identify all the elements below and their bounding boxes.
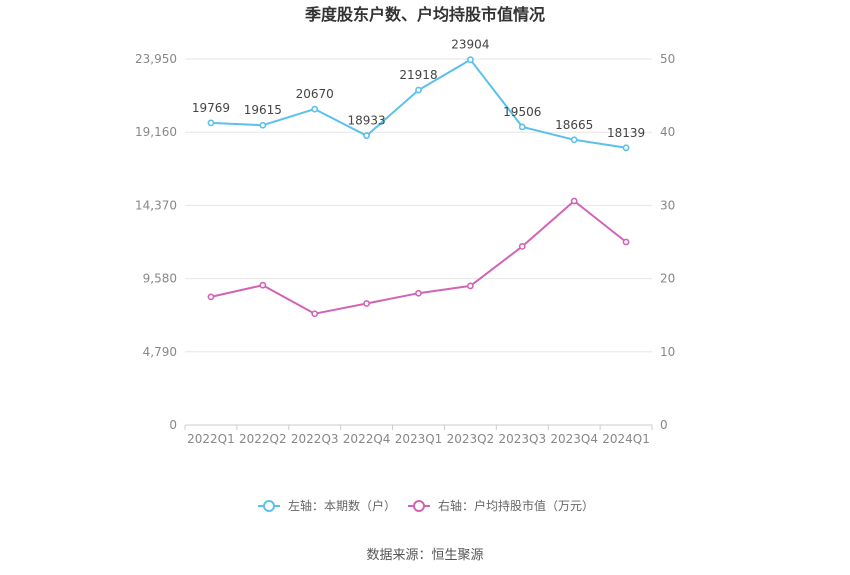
data-point <box>363 300 371 307</box>
x-tick-label: 2024Q1 <box>602 432 650 446</box>
legend-label: 左轴：本期数（户） <box>288 498 396 513</box>
right-tick-label: 10 <box>660 345 675 359</box>
data-label: 23904 <box>451 38 489 52</box>
data-label: 18933 <box>348 114 386 128</box>
x-tick-label: 2023Q1 <box>395 432 443 446</box>
data-label: 19615 <box>244 103 282 117</box>
right-tick-label: 20 <box>660 272 675 286</box>
data-point <box>518 123 526 131</box>
x-tick-label: 2022Q1 <box>187 432 235 446</box>
legend-marker <box>263 500 275 512</box>
x-tick-label: 2023Q2 <box>447 432 495 446</box>
data-label: 19506 <box>503 105 541 119</box>
data-point <box>207 293 215 301</box>
left-tick-label: 19,160 <box>135 125 177 139</box>
left-tick-label: 14,370 <box>135 198 177 212</box>
data-point <box>570 197 578 205</box>
left-tick-label: 9,580 <box>143 272 177 286</box>
chart-title: 季度股东户数、户均持股市值情况 <box>304 5 545 24</box>
data-point <box>363 132 371 140</box>
legend-label: 右轴：户均持股市值（万元） <box>438 498 594 513</box>
right-tick-label: 30 <box>660 198 675 212</box>
x-tick-label: 2023Q3 <box>498 432 546 446</box>
x-tick-label: 2022Q3 <box>291 432 339 446</box>
left-tick-label: 4,790 <box>143 345 177 359</box>
data-point <box>570 136 578 144</box>
data-point <box>622 238 630 246</box>
x-axis: 2022Q1 2022Q2 2022Q3 2022Q4 2023Q1 2023Q2 2023… <box>184 425 653 446</box>
data-point <box>415 86 422 94</box>
data-label: 20670 <box>296 87 334 101</box>
series-line-avg-value <box>210 200 627 315</box>
data-point <box>259 281 267 289</box>
data-point <box>622 144 630 152</box>
right-axis: 0 10 20 30 40 50 <box>660 52 675 432</box>
data-label: 21918 <box>399 68 437 82</box>
data-label: 18665 <box>555 118 593 132</box>
x-tick-label: 2022Q2 <box>239 432 287 446</box>
right-tick-label: 40 <box>660 125 675 139</box>
data-point <box>311 310 319 318</box>
source-note: 数据来源：恒生聚源 <box>366 548 483 563</box>
left-axis: 0 4,790 9,580 14,370 19,160 23,950 <box>135 52 177 432</box>
left-tick-label: 0 <box>169 418 177 432</box>
data-point <box>311 105 319 113</box>
legend-marker <box>413 500 425 512</box>
series-group: 19769 19615 20670 18933 21918 23904 19506 18665… <box>192 38 645 318</box>
legend: 左轴：本期数（户） 右轴：户均持股市值（万元） <box>258 498 594 513</box>
left-tick-label: 23,950 <box>135 52 177 66</box>
grid-lines <box>185 58 652 426</box>
x-tick-label: 2022Q4 <box>343 432 391 446</box>
x-tick-label: 2023Q4 <box>550 432 598 446</box>
data-point <box>259 121 267 129</box>
right-tick-label: 50 <box>660 52 675 66</box>
data-label: 18139 <box>607 126 645 140</box>
right-tick-label: 0 <box>660 418 668 432</box>
data-point <box>466 282 474 290</box>
data-point <box>207 119 215 127</box>
data-point <box>518 242 526 250</box>
data-label: 19769 <box>192 101 230 115</box>
data-point <box>466 56 474 64</box>
data-point <box>415 289 422 297</box>
